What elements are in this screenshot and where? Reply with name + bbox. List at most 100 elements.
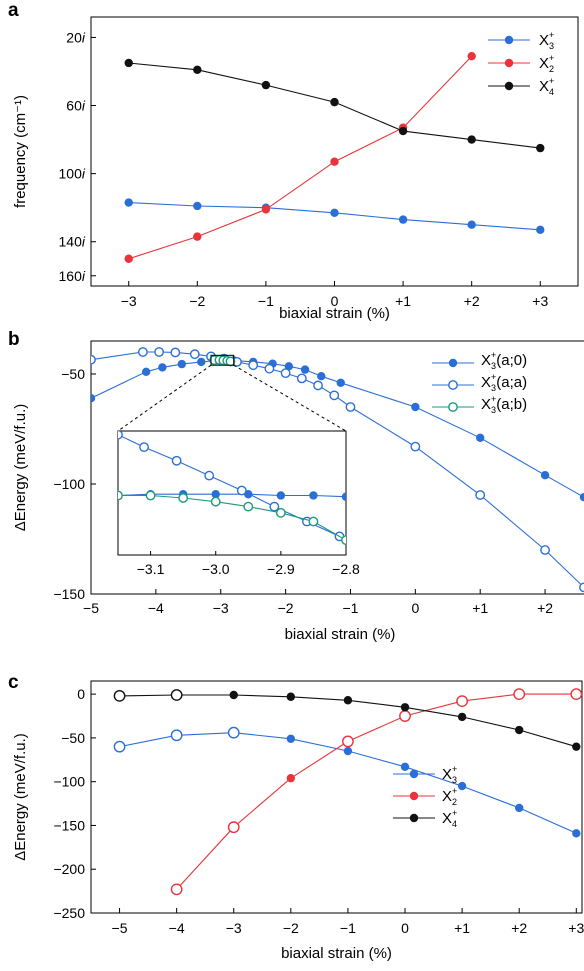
panel-a-xtick-label: −2 <box>189 293 205 309</box>
panel-b-xtick-label: −5 <box>83 600 99 616</box>
panel-b-point <box>264 363 275 374</box>
panel-b-point <box>91 354 96 365</box>
panel-c-legend-entry-main: X <box>442 810 452 827</box>
panel-c-point <box>286 773 296 783</box>
panel-c-ytick-label: −200 <box>53 861 85 877</box>
panel-a-point <box>193 65 202 74</box>
panel-b-point <box>476 433 485 442</box>
panel-a-point <box>261 80 271 90</box>
panel-c-point <box>400 762 410 771</box>
panel-b-legend-entry-main: X <box>481 396 491 413</box>
panel-b-legend-entry: X3+(a;a) <box>481 372 527 393</box>
panel-a-ytick-number: 100 <box>59 166 83 182</box>
panel-c-point-open <box>456 695 469 708</box>
panel-b-point <box>540 545 550 555</box>
panel-b-point <box>248 360 259 371</box>
panel-c-legend-entry-sup: + <box>452 786 457 796</box>
panel-b-legend-marker <box>448 402 458 412</box>
panel-a-point <box>467 51 476 61</box>
panel-a-point <box>124 254 133 263</box>
panel-a-legend-entry-sup: + <box>549 30 554 40</box>
panel-a-point <box>330 97 339 107</box>
panel-c-legend-entry-sup: + <box>452 764 457 774</box>
panel-b-legend-entry-sub: 3 <box>491 405 496 415</box>
panel-c-point-open <box>113 689 126 702</box>
panel-c-legend-entry-sup: + <box>452 808 457 818</box>
panel-b-inset-xtick-label: −2.9 <box>267 561 295 577</box>
panel-a-legend-marker <box>504 81 514 91</box>
panel-c-xtick-label: −5 <box>112 920 128 936</box>
panel-a-ytick-number: 20 <box>66 29 82 45</box>
panel-c-point <box>343 696 353 705</box>
panel-b-legend-entry-sup: + <box>491 394 496 404</box>
panel-b-point <box>410 441 421 452</box>
panel-b-zoom-connector <box>117 364 212 432</box>
panel-c-legend-entry-sub: 2 <box>452 797 457 807</box>
panel-c-point-open <box>170 729 183 742</box>
panel-c-legend-marker <box>409 813 419 823</box>
panel-c-ytick-label: 0 <box>77 686 85 702</box>
panel-c-point-open <box>570 688 583 701</box>
panel-c-ytick-label: −100 <box>53 774 85 790</box>
panel-c-point-open <box>399 710 411 722</box>
panel-b-inset-point <box>118 431 123 440</box>
panel-c-ytick-label: −150 <box>53 817 85 833</box>
panel-a-ytick-number: 160 <box>59 268 83 284</box>
panel-c-point-open <box>342 735 354 748</box>
panel-c-frame <box>90 680 583 914</box>
panel-a-series-line <box>128 55 473 260</box>
panel-b-point <box>177 359 187 369</box>
panel-c-ytick-label: −50 <box>61 730 85 746</box>
panel-a-legend-entry-main: X <box>539 55 549 72</box>
panel-b-legend-entry-sup: + <box>491 372 496 382</box>
panel-a-point <box>124 58 133 68</box>
panel-a-ytick-number: 60 <box>66 98 82 114</box>
panel-a-legend-entry: X4+ <box>539 76 554 97</box>
panel-b-inset-point <box>341 535 346 546</box>
panel-c-legend-entry: X4+ <box>442 808 457 829</box>
panel-a-ytick-label: 60i <box>66 98 86 114</box>
panel-b-inset-point <box>243 501 254 512</box>
panel-c-legend-entry-sub: 4 <box>452 819 457 829</box>
panel-b-frame <box>90 340 584 595</box>
panel-a-xtick-label: +1 <box>395 293 411 309</box>
panel-c-point <box>514 725 524 735</box>
panel-c-xlabel: biaxial strain (%) <box>281 945 392 962</box>
panel-b-zoom-box <box>210 354 235 366</box>
panel-b-inset-point <box>171 455 182 466</box>
panel-b-point <box>345 402 356 412</box>
panel-b-xtick-label: −3 <box>213 600 229 616</box>
panel-b-inset-point <box>118 490 123 501</box>
panel-b-inset-xtick-label: −2.8 <box>332 561 360 577</box>
panel-c-ytick-label: −250 <box>53 905 85 921</box>
panel-a-legend-entry-main: X <box>539 32 549 49</box>
panel-c-xtick-label: −4 <box>169 920 185 936</box>
panel-a-legend-entry-main: X <box>539 78 549 95</box>
panel-c-xtick-label: +3 <box>568 920 584 936</box>
panel-b-point <box>91 394 96 403</box>
panel-c-point <box>457 712 467 722</box>
panel-a-legend-marker <box>504 58 514 68</box>
panel-c-series-line <box>176 693 577 890</box>
panel-b-inset-point <box>236 485 247 496</box>
panel-b-inset-xtick-label: −3.0 <box>202 561 230 577</box>
panel-a-point <box>536 225 545 235</box>
panel-b-inset-point <box>210 496 221 507</box>
panel-b-inset-point <box>145 490 156 501</box>
panel-a-ytick-number: 140 <box>59 234 83 250</box>
panel-b-legend-entry-sup: + <box>491 350 496 360</box>
panel-b-xtick-label: 0 <box>411 600 419 616</box>
panel-c-point <box>572 742 581 751</box>
panel-b-legend-entry-main: X <box>481 352 491 369</box>
panel-a-ytick-label: 140i <box>59 234 86 250</box>
panel-c-point-open <box>113 740 126 753</box>
panel-a-point <box>398 215 408 224</box>
panel-c-point-open <box>170 689 183 701</box>
panel-b-plot <box>91 347 584 593</box>
panel-c-point <box>343 746 353 756</box>
panel-c-point <box>286 692 296 701</box>
panel-a-ytick-suffix: i <box>82 98 86 114</box>
panel-a-ytick-label: 160i <box>59 268 86 284</box>
panel-b-inset-xtick-label: −3.1 <box>137 561 165 577</box>
panel-c-legend-entry-main: X <box>442 788 452 805</box>
